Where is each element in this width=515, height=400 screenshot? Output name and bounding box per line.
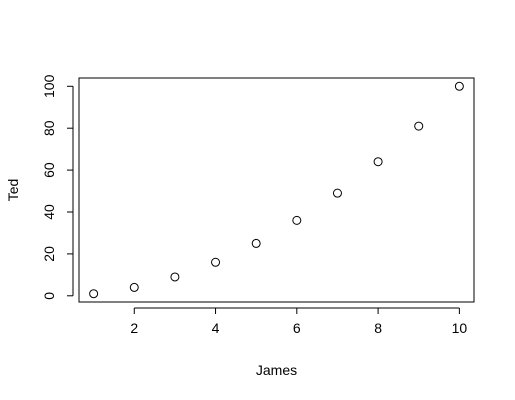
y-tick-label: 40 [41, 204, 57, 220]
plot-frame [78, 77, 475, 303]
data-point [170, 272, 180, 282]
x-tick-label: 10 [452, 320, 468, 336]
data-point [292, 215, 302, 225]
data-points [89, 81, 464, 299]
y-tick-label: 0 [41, 292, 57, 300]
x-tick-label: 8 [374, 320, 382, 336]
data-point [454, 81, 464, 91]
y-tick-label: 80 [41, 120, 57, 136]
y-axis-label: Ted [5, 179, 21, 202]
y-tick-label: 100 [41, 74, 57, 98]
x-tick-label: 4 [212, 320, 220, 336]
x-tick-label: 6 [293, 320, 301, 336]
data-point [211, 257, 221, 267]
data-point [129, 282, 139, 292]
data-point [89, 289, 99, 299]
data-point [414, 121, 424, 131]
x-axis: 2 4 6 8 10 [130, 307, 468, 336]
x-axis-label: James [256, 362, 297, 378]
y-tick-label: 20 [41, 246, 57, 262]
data-point [373, 157, 383, 167]
y-axis: 0 20 40 60 80 100 [41, 74, 74, 300]
data-point [332, 188, 342, 198]
x-tick-label: 2 [130, 320, 138, 336]
y-tick-label: 60 [41, 162, 57, 178]
data-point [251, 238, 261, 248]
